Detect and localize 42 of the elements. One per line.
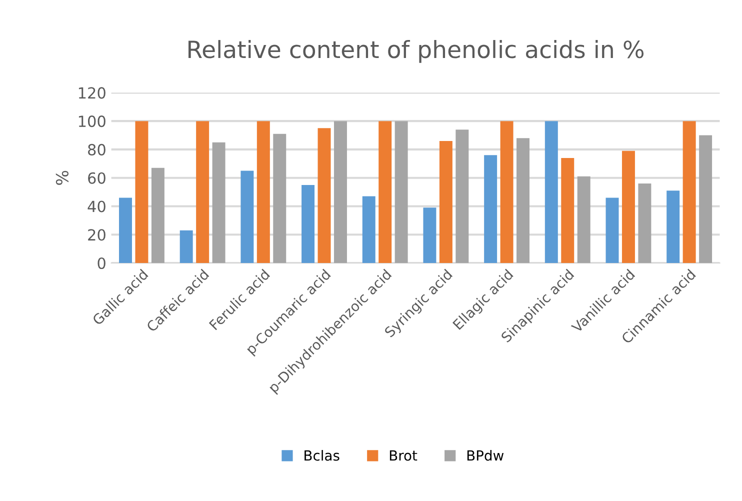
y-axis-title: %	[56, 170, 68, 185]
bar	[516, 138, 530, 264]
y-tick-label: 40	[88, 200, 106, 212]
bar	[135, 121, 148, 264]
y-tick-label: 80	[88, 144, 106, 156]
bar	[394, 121, 408, 264]
bar	[439, 140, 452, 264]
bar	[699, 135, 712, 264]
bar	[151, 168, 164, 264]
bar	[273, 134, 286, 264]
bar	[378, 121, 392, 264]
bar	[682, 121, 696, 264]
bar	[212, 142, 226, 264]
y-tick-label: 100	[78, 116, 106, 128]
bar	[318, 128, 331, 264]
bar	[180, 230, 193, 264]
y-tick-label: 120	[78, 87, 106, 99]
bar	[561, 158, 574, 264]
bar	[362, 196, 376, 264]
bar	[423, 208, 436, 264]
bar	[544, 121, 558, 264]
y-tick-label: 20	[88, 229, 106, 241]
bar	[606, 198, 619, 264]
bar	[638, 184, 652, 264]
bar	[500, 121, 514, 264]
bar	[622, 150, 635, 264]
bar	[484, 155, 498, 264]
y-tick-label: 60	[88, 172, 106, 184]
bar	[334, 121, 347, 264]
legend-label: Brot	[390, 450, 418, 461]
legend-label: Bclas	[304, 450, 340, 461]
y-tick-label: 0	[98, 257, 106, 270]
bar	[577, 176, 590, 264]
bar	[240, 170, 254, 264]
bar	[256, 121, 270, 264]
bar	[666, 190, 680, 264]
bar	[119, 198, 132, 264]
bar	[302, 184, 315, 264]
chart-title: Relative content of phenolic acids in %	[188, 40, 644, 63]
legend-label: BPdw	[467, 450, 504, 461]
bar	[456, 130, 469, 264]
bar	[196, 121, 210, 264]
